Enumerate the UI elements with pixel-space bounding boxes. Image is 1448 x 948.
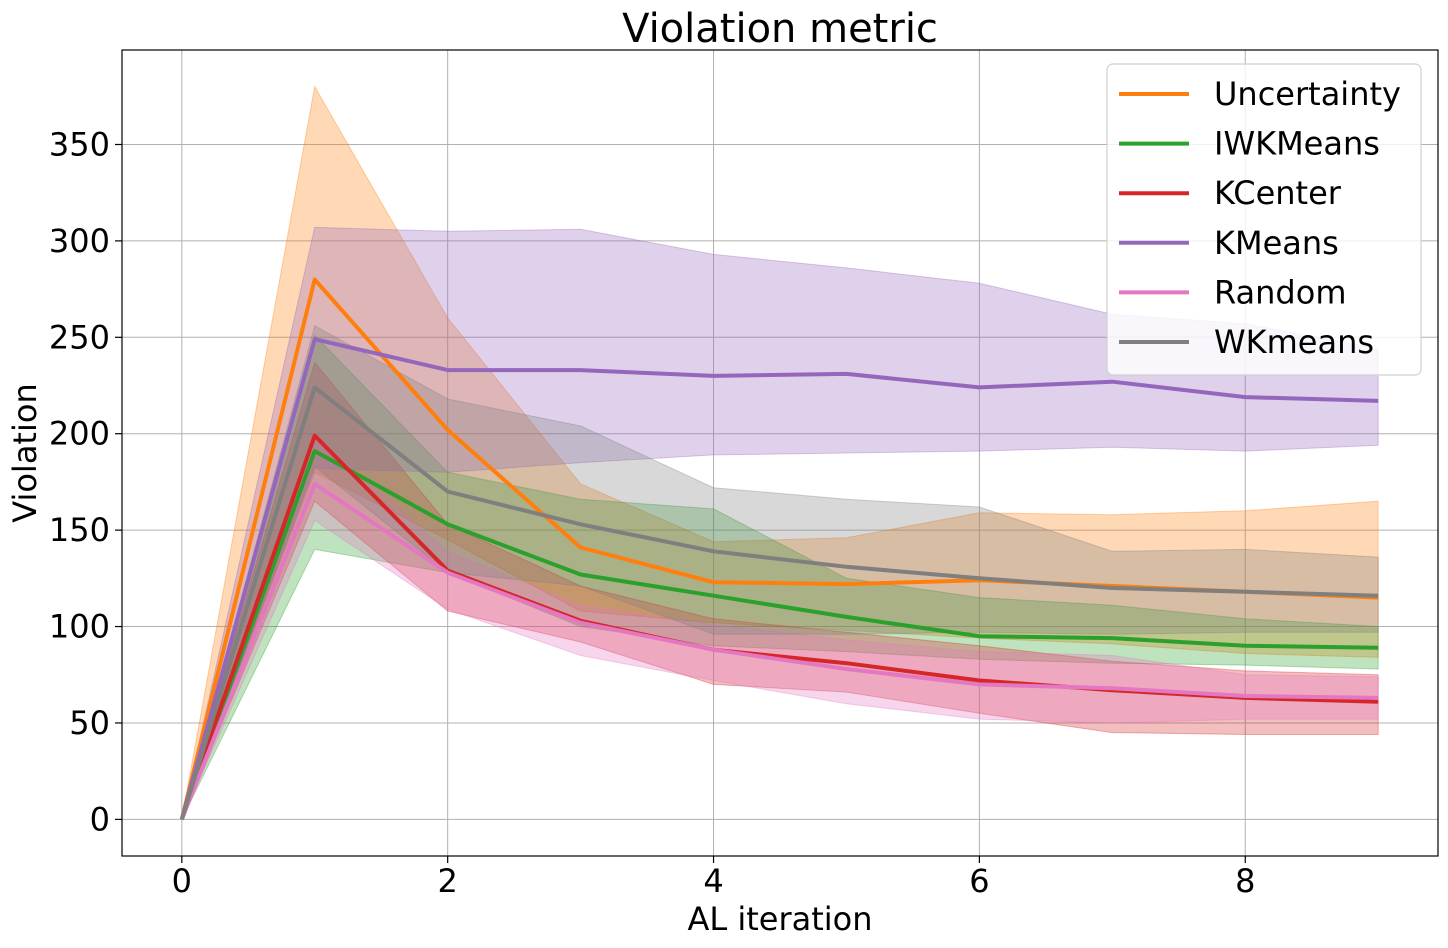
series-lines [179, 277, 1379, 821]
x-tick-label: 6 [969, 862, 989, 900]
y-tick-label: 0 [90, 800, 110, 838]
x-tick-label: 2 [437, 862, 457, 900]
chart-title: Violation metric [622, 6, 938, 52]
y-tick-label: 50 [69, 704, 110, 742]
legend: Uncertainty IWKMeans KCenter KMeans Random WK… [1106, 63, 1422, 376]
x-tick-label: 4 [703, 862, 723, 900]
legend-label-iwkmeans: IWKMeans [1214, 125, 1380, 163]
y-tick-label: 300 [49, 222, 110, 260]
band-kcenter [181, 361, 1379, 820]
x-axis-label: AL iteration [687, 900, 872, 938]
line-wkmeans [179, 385, 1379, 820]
legend-label-uncertainty: Uncertainty [1214, 75, 1401, 113]
legend-label-random: Random [1214, 273, 1346, 311]
x-tick-label: 0 [172, 862, 192, 900]
y-axis-label: Violation [6, 383, 44, 522]
line-random [179, 481, 1379, 821]
y-tick-label: 250 [49, 318, 110, 356]
legend-label-kmeans: KMeans [1214, 224, 1339, 262]
plot-frame [121, 49, 1439, 857]
line-kmeans [179, 337, 1379, 820]
y-tick-label: 350 [49, 125, 110, 163]
legend-label-wkmeans: WKmeans [1214, 323, 1374, 361]
legend-label-kcenter: KCenter [1214, 174, 1342, 212]
line-iwkmeans [179, 449, 1379, 821]
x-tick-label: 8 [1235, 862, 1255, 900]
y-tick-label: 200 [49, 415, 110, 453]
axis-ticks: 0 2 4 6 8 0 50 100 150 200 250 300 350 [49, 125, 1256, 900]
band-kmeans [181, 226, 1379, 820]
y-tick-label: 100 [49, 608, 110, 646]
y-tick-label: 150 [49, 511, 110, 549]
